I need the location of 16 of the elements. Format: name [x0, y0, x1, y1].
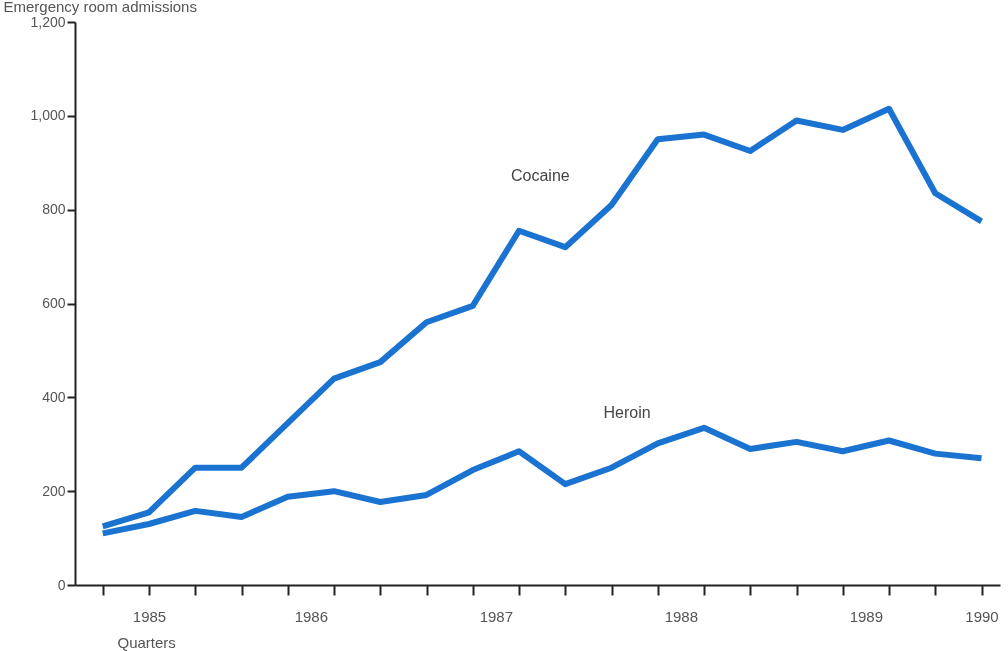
- y-tick-label: 1,000: [30, 107, 66, 124]
- series-label: Heroin: [603, 403, 651, 421]
- y-axis-title: Emergency room admissions: [3, 0, 197, 15]
- x-tick-label: 1987: [479, 607, 514, 625]
- x-tick-label: 1989: [849, 607, 884, 625]
- x-tick-label: 1985: [132, 607, 167, 625]
- x-tick-label: 1990: [965, 607, 999, 625]
- text: Cocaine: [511, 166, 570, 184]
- y-tick-label: 800: [42, 201, 66, 218]
- y-tick-label: 200: [42, 482, 66, 499]
- y-tick-label: 600: [42, 295, 66, 311]
- y-tick-label: 400: [42, 388, 66, 405]
- y-tick-label: 0: [57, 576, 66, 593]
- x-tick-label: 1986: [294, 607, 329, 625]
- x-axis-title: Quarters: [117, 633, 176, 651]
- x-tick-label: 1988: [664, 607, 699, 625]
